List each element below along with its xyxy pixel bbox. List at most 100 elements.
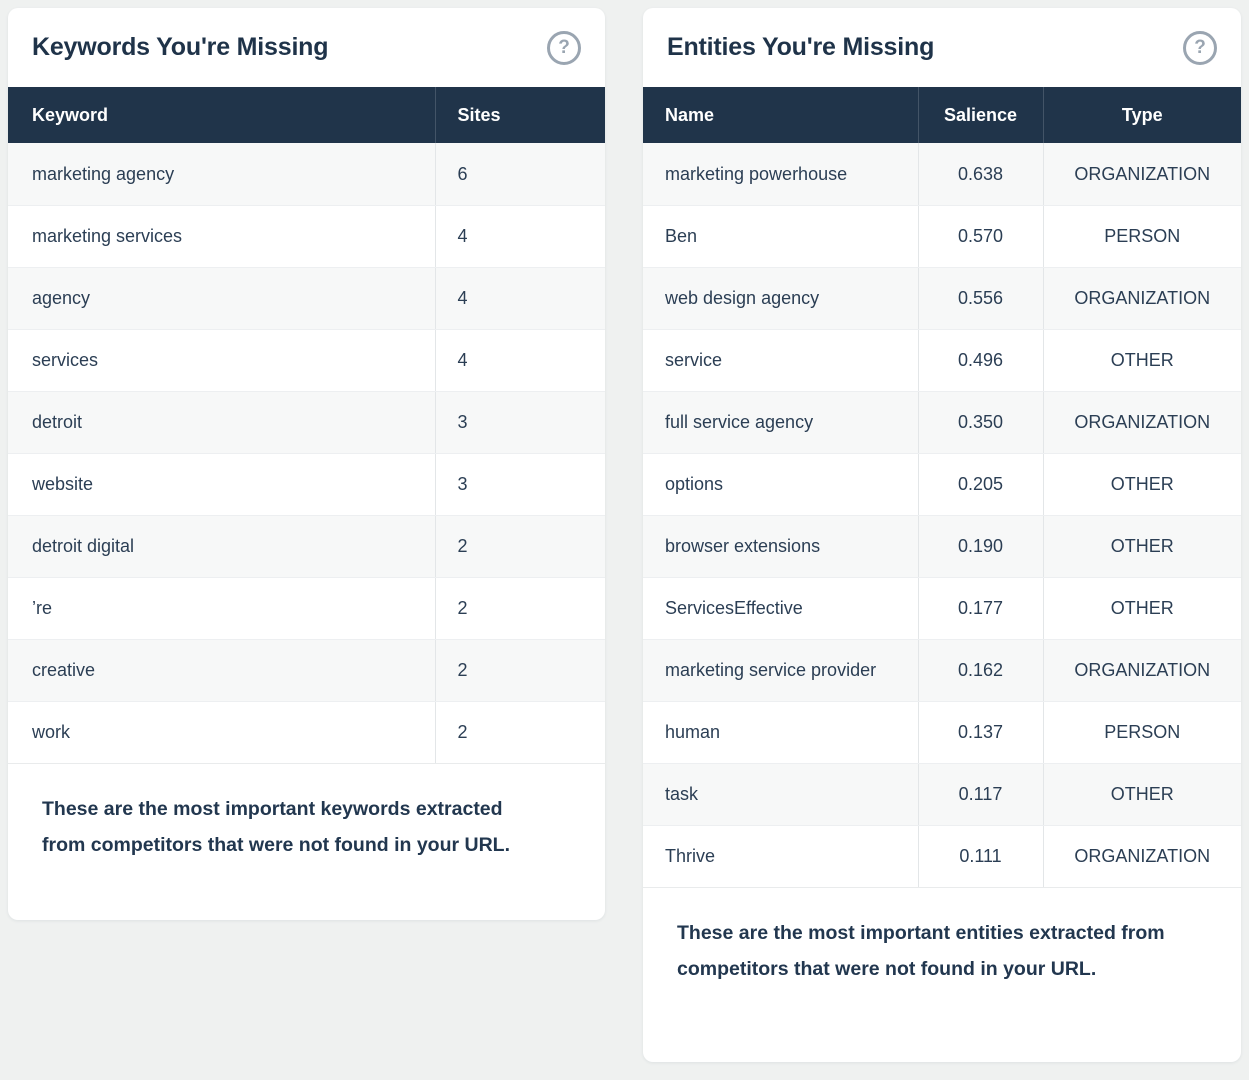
keyword-cell: ’re	[8, 577, 435, 640]
entity-table-row: service 0.496 OTHER	[643, 329, 1241, 392]
sites-cell: 4	[434, 205, 605, 268]
entity-name-cell: marketing service provider	[643, 639, 918, 702]
keyword-table-row: ’re 2	[8, 577, 605, 640]
entity-salience-cell: 0.117	[917, 763, 1043, 826]
entity-table-row: marketing powerhouse 0.638 ORGANIZATION	[643, 143, 1241, 206]
entity-type-cell: OTHER	[1042, 515, 1241, 578]
entity-table-row: browser extensions 0.190 OTHER	[643, 515, 1241, 578]
keyword-cell: marketing agency	[8, 143, 435, 206]
entity-table-row: options 0.205 OTHER	[643, 453, 1241, 516]
entity-name-cell: service	[643, 329, 918, 392]
keywords-table-head: Keyword Sites	[8, 87, 605, 143]
keyword-cell: creative	[8, 639, 435, 702]
keyword-cell: marketing services	[8, 205, 435, 268]
entity-salience-cell: 0.205	[917, 453, 1043, 516]
keyword-table-row: services 4	[8, 329, 605, 392]
keyword-table-row: marketing agency 6	[8, 143, 605, 206]
entity-table-row: full service agency 0.350 ORGANIZATION	[643, 391, 1241, 454]
entity-name-cell: full service agency	[643, 391, 918, 454]
keyword-table-row: work 2	[8, 701, 605, 764]
keywords-card-footer: These are the most important keywords ex…	[8, 764, 605, 863]
entity-type-cell: ORGANIZATION	[1042, 143, 1241, 206]
entities-card-footer: These are the most important entities ex…	[643, 888, 1241, 987]
entities-missing-card: Entities You're Missing ? Name Salience …	[643, 8, 1241, 1062]
entity-salience-cell: 0.190	[917, 515, 1043, 578]
keyword-cell: detroit	[8, 391, 435, 454]
entity-table-row: Thrive 0.111 ORGANIZATION	[643, 825, 1241, 888]
sites-cell: 4	[434, 329, 605, 392]
entity-name-cell: Thrive	[643, 825, 918, 888]
sites-cell: 3	[434, 453, 605, 516]
keywords-table: Keyword Sites marketing agency 6 marketi…	[8, 87, 605, 764]
entity-name-cell: task	[643, 763, 918, 826]
keyword-column-header: Keyword	[8, 87, 435, 143]
entity-salience-cell: 0.162	[917, 639, 1043, 702]
entity-table-row: Ben 0.570 PERSON	[643, 205, 1241, 268]
entity-type-cell: ORGANIZATION	[1042, 267, 1241, 330]
keyword-table-row: agency 4	[8, 267, 605, 330]
question-mark-glyph: ?	[1194, 36, 1206, 58]
help-icon[interactable]: ?	[547, 30, 581, 65]
keyword-table-row: creative 2	[8, 639, 605, 702]
entity-salience-cell: 0.638	[917, 143, 1043, 206]
sites-cell: 2	[434, 577, 605, 640]
question-mark-glyph: ?	[558, 36, 570, 58]
salience-column-header: Salience	[917, 87, 1043, 143]
entity-type-cell: OTHER	[1042, 329, 1241, 392]
entity-type-cell: PERSON	[1042, 205, 1241, 268]
keyword-table-row: marketing services 4	[8, 205, 605, 268]
keywords-missing-card: Keywords You're Missing ? Keyword Sites …	[8, 8, 605, 920]
entity-type-cell: ORGANIZATION	[1042, 639, 1241, 702]
entities-table-head: Name Salience Type	[643, 87, 1241, 143]
entity-name-cell: web design agency	[643, 267, 918, 330]
entities-table-body: marketing powerhouse 0.638 ORGANIZATION …	[643, 143, 1241, 888]
entities-card-title: Entities You're Missing	[667, 33, 935, 61]
entity-table-row: marketing service provider 0.162 ORGANIZ…	[643, 639, 1241, 702]
sites-cell: 3	[434, 391, 605, 454]
entity-salience-cell: 0.570	[917, 205, 1043, 268]
entity-name-cell: marketing powerhouse	[643, 143, 918, 206]
keywords-card-header: Keywords You're Missing ?	[8, 8, 605, 87]
entities-footer-text: These are the most important entities ex…	[677, 921, 1165, 980]
entity-name-cell: browser extensions	[643, 515, 918, 578]
keywords-footer-text: These are the most important keywords ex…	[42, 797, 510, 856]
entity-salience-cell: 0.177	[917, 577, 1043, 640]
sites-cell: 2	[434, 639, 605, 702]
keywords-card-title: Keywords You're Missing	[32, 33, 329, 61]
type-column-header: Type	[1042, 87, 1241, 143]
entity-type-cell: OTHER	[1042, 453, 1241, 516]
entity-table-row: ServicesEffective 0.177 OTHER	[643, 577, 1241, 640]
keyword-table-row: detroit digital 2	[8, 515, 605, 578]
entity-table-row: task 0.117 OTHER	[643, 763, 1241, 826]
keywords-table-body: marketing agency 6 marketing services 4 …	[8, 143, 605, 764]
keyword-table-row: detroit 3	[8, 391, 605, 454]
entity-table-row: human 0.137 PERSON	[643, 701, 1241, 764]
sites-cell: 6	[434, 143, 605, 206]
entities-card-header: Entities You're Missing ?	[643, 8, 1241, 87]
entity-type-cell: OTHER	[1042, 577, 1241, 640]
sites-column-header: Sites	[434, 87, 605, 143]
entity-salience-cell: 0.137	[917, 701, 1043, 764]
entity-type-cell: ORGANIZATION	[1042, 825, 1241, 888]
entity-type-cell: PERSON	[1042, 701, 1241, 764]
entity-salience-cell: 0.556	[917, 267, 1043, 330]
entities-table: Name Salience Type marketing powerhouse …	[643, 87, 1241, 888]
entity-name-cell: human	[643, 701, 918, 764]
sites-cell: 4	[434, 267, 605, 330]
keyword-cell: services	[8, 329, 435, 392]
keyword-cell: website	[8, 453, 435, 516]
help-icon[interactable]: ?	[1183, 30, 1217, 65]
entity-type-cell: OTHER	[1042, 763, 1241, 826]
name-column-header: Name	[643, 87, 918, 143]
entity-type-cell: ORGANIZATION	[1042, 391, 1241, 454]
sites-cell: 2	[434, 701, 605, 764]
keyword-cell: agency	[8, 267, 435, 330]
entity-name-cell: ServicesEffective	[643, 577, 918, 640]
entity-salience-cell: 0.111	[917, 825, 1043, 888]
entity-table-row: web design agency 0.556 ORGANIZATION	[643, 267, 1241, 330]
entity-salience-cell: 0.496	[917, 329, 1043, 392]
sites-cell: 2	[434, 515, 605, 578]
entity-name-cell: Ben	[643, 205, 918, 268]
entity-name-cell: options	[643, 453, 918, 516]
keyword-cell: work	[8, 701, 435, 764]
